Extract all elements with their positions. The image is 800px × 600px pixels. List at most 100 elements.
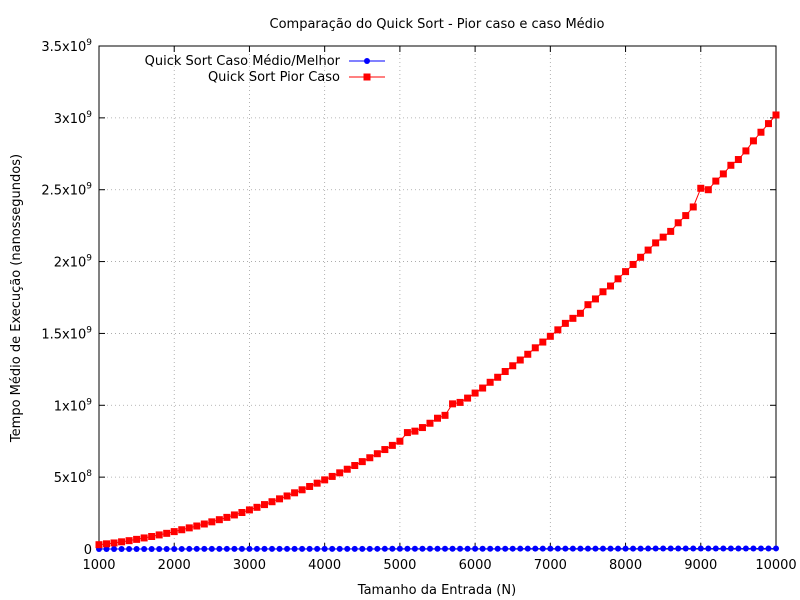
data-point [411,545,418,552]
data-point [351,462,359,470]
data-point [298,486,306,494]
data-point [389,545,396,552]
data-point [170,528,178,536]
legend-marker [364,58,370,64]
data-point [569,314,577,322]
data-point [682,212,690,220]
data-point [260,501,268,509]
data-point [607,545,614,552]
x-tick-label: 5000 [383,558,416,573]
data-point [426,419,434,427]
data-point [742,545,749,552]
data-point [516,356,524,364]
data-point [276,495,284,503]
data-point [314,545,321,552]
data-point [471,389,479,397]
data-point [411,427,419,435]
data-point [148,532,156,540]
data-point [457,545,464,552]
x-tick-label: 6000 [459,558,492,573]
x-axis-label: Tamanho da Entrada (N) [357,583,516,598]
data-point [111,545,118,552]
y-tick-label: 1x109 [54,397,93,414]
data-point [163,545,170,552]
data-point [517,545,524,552]
data-point [720,545,727,552]
y-tick-label: 2.5x109 [41,182,92,199]
data-point [719,170,727,178]
x-tick-label: 3000 [233,558,266,573]
y-axis: 0 5x108 1x109 1.5x109 2x109 2.5x109 3x109 3.5x1… [41,38,776,558]
data-point [584,301,592,309]
data-point [373,450,381,458]
data-point [291,489,299,497]
data-point [750,545,757,552]
data-point [501,368,509,376]
series-0 [96,545,779,552]
data-point [734,156,742,164]
data-point [682,545,689,552]
data-point [284,545,291,552]
data-point [396,545,403,552]
data-point [186,545,193,552]
data-point [712,545,719,552]
data-point [652,545,659,552]
data-point [276,545,283,552]
data-point [291,545,298,552]
data-point [230,511,238,519]
data-point [622,268,630,276]
legend-marker [363,73,371,81]
data-point [110,539,118,547]
data-point [155,531,163,539]
data-point [148,545,155,552]
data-point [374,545,381,552]
data-point [689,203,697,211]
data-point [359,545,366,552]
data-point [193,522,201,530]
data-point [554,326,562,334]
data-point [201,545,208,552]
data-point [765,545,772,552]
data-point [690,545,697,552]
data-point [509,545,516,552]
data-point [697,184,705,192]
data-point [336,545,343,552]
data-point [577,545,584,552]
data-point [630,545,637,552]
data-point [502,545,509,552]
data-point [178,545,185,552]
data-point [509,362,517,370]
data-point [321,545,328,552]
data-point [637,253,645,261]
data-point [163,529,171,537]
data-point [667,227,675,235]
data-point [133,545,140,552]
data-point [133,535,141,543]
data-point [118,545,125,552]
data-point [185,524,193,532]
data-point [539,338,547,346]
data-point [366,545,373,552]
data-point [103,545,110,552]
data-point [539,545,546,552]
data-point [268,498,276,506]
data-point [381,446,389,454]
data-point [546,332,554,340]
data-point [487,545,494,552]
data-point [524,350,532,358]
data-point [456,398,464,406]
data-point [764,120,772,128]
data-point [547,545,554,552]
data-point [757,128,765,136]
series [95,111,780,552]
y-tick-label: 5x108 [54,469,93,486]
legend: Quick Sort Caso Médio/Melhor Quick Sort … [145,54,385,85]
data-point [245,506,253,514]
x-tick-label: 9000 [684,558,717,573]
x-tick-label: 1000 [82,558,115,573]
data-point [660,545,667,552]
data-point [531,344,539,352]
data-point [524,545,531,552]
data-point [193,545,200,552]
x-axis: 1000 2000 3000 4000 5000 6000 7000 8000 9000 1000… [82,46,797,573]
